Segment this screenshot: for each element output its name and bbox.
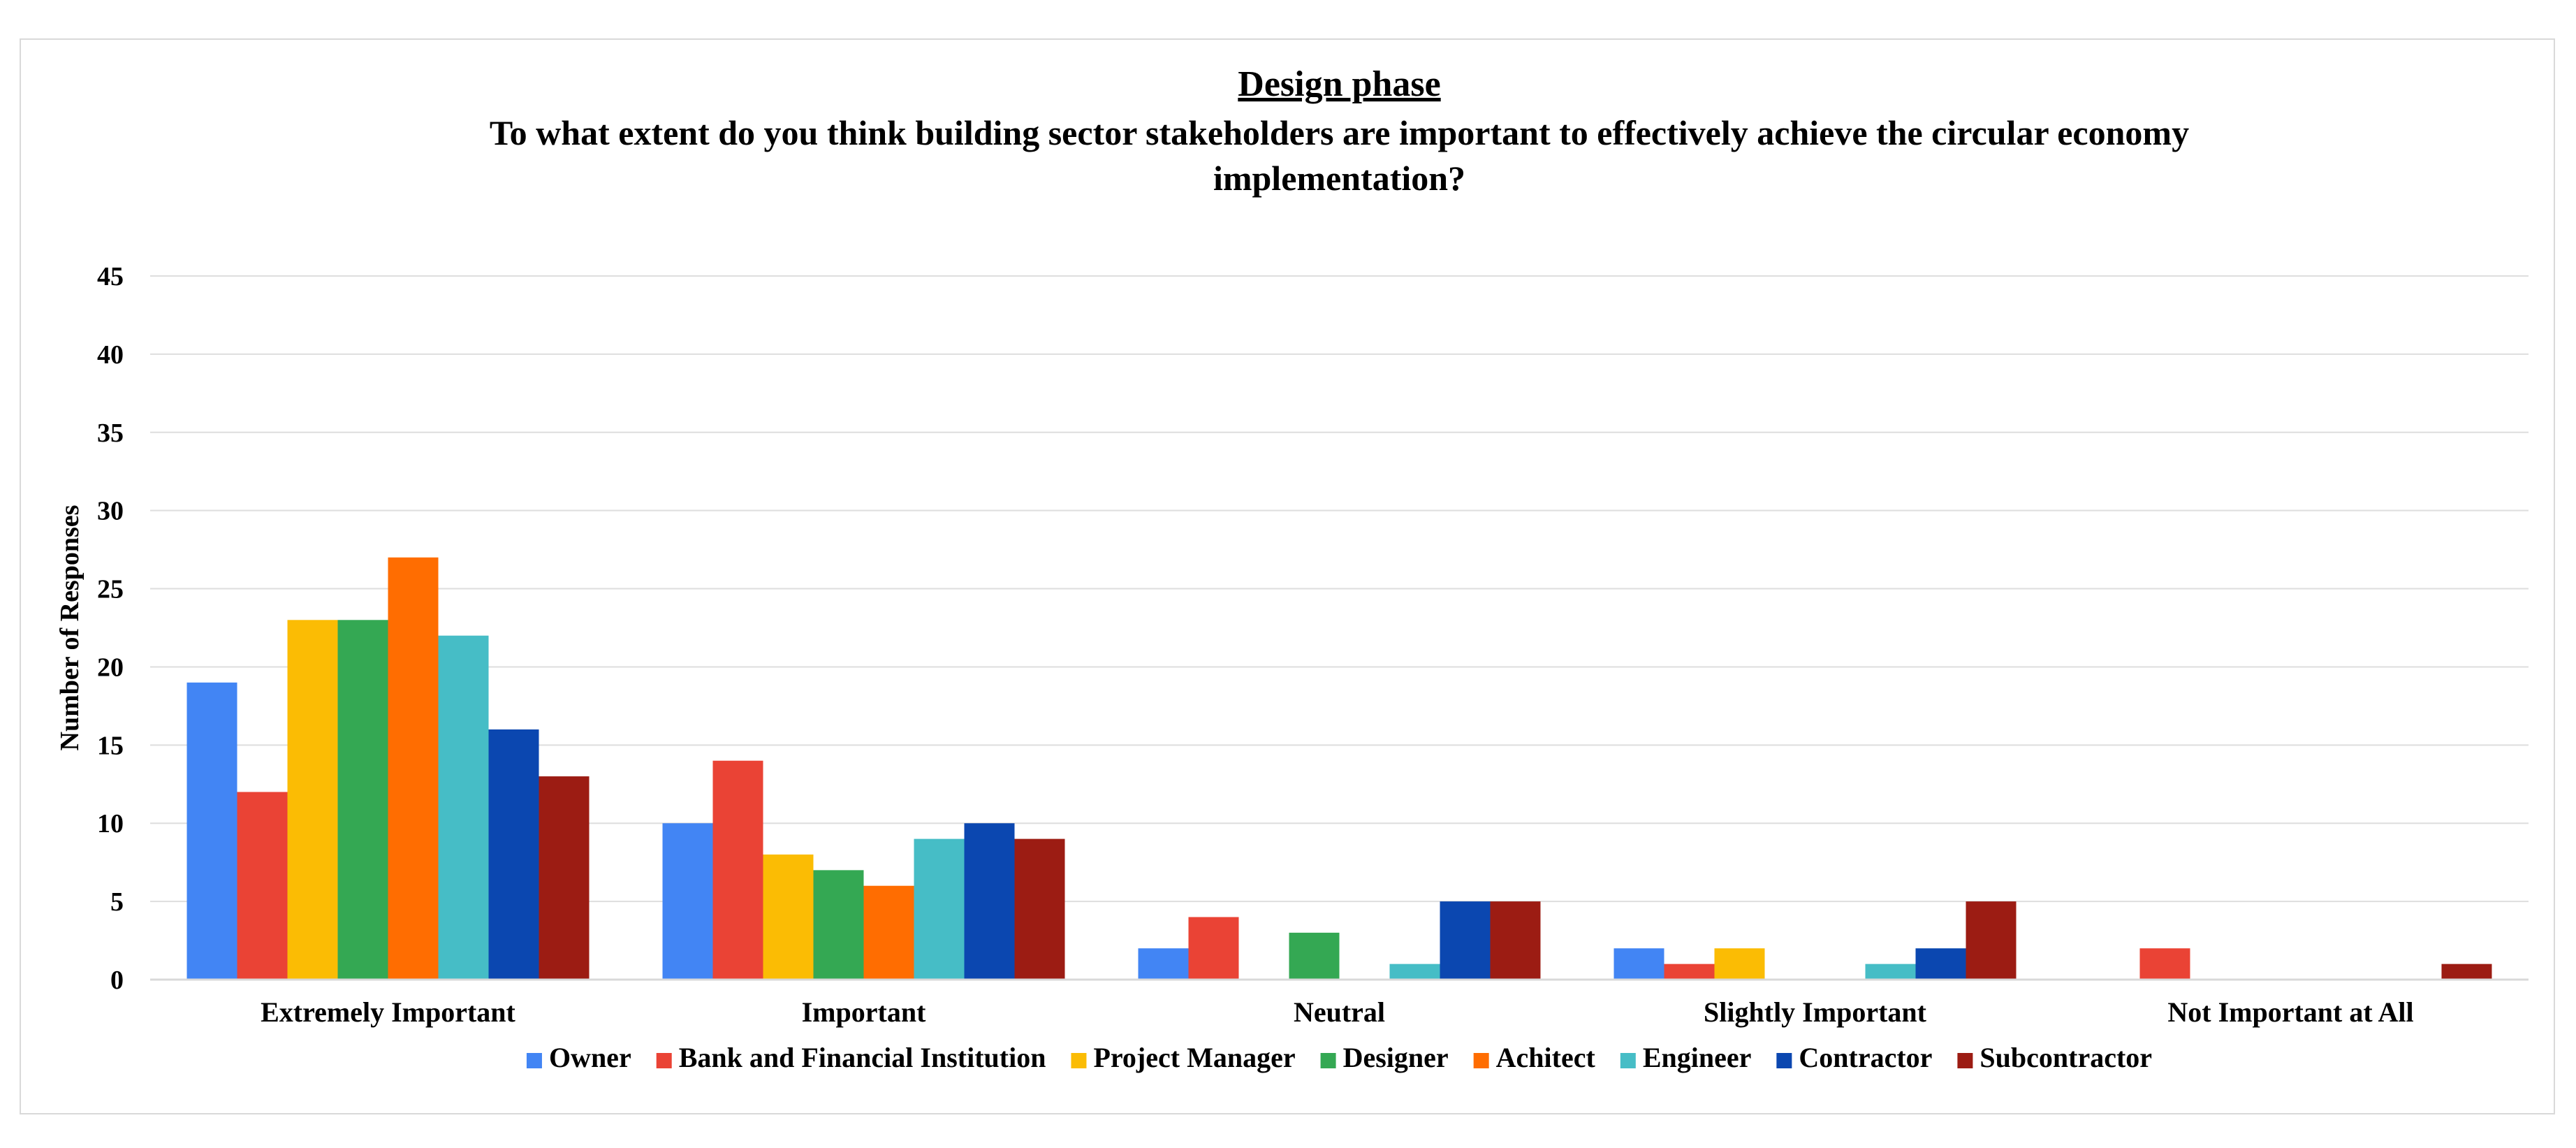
legend-swatch <box>1320 1053 1336 1068</box>
bar-designer-extremely-important <box>337 620 388 980</box>
y-tick-label: 20 <box>97 653 124 682</box>
y-tick-label: 40 <box>97 340 124 370</box>
legend-label: Bank and Financial Institution <box>679 1042 1046 1073</box>
bar-project-manager-slightly-important <box>1714 948 1765 980</box>
chart-title: Design phase <box>1238 64 1440 104</box>
legend-label: Subcontractor <box>1979 1042 2152 1073</box>
legend-swatch <box>1071 1053 1087 1068</box>
x-tick-label: Important <box>802 996 926 1028</box>
bar-owner-slightly-important <box>1613 948 1664 980</box>
legend-swatch <box>656 1053 672 1068</box>
legend-label: Achitect <box>1496 1042 1596 1073</box>
y-axis-ticks: 0 5 10 15 20 25 30 35 40 45 <box>97 262 124 995</box>
legend-item: Owner <box>526 1042 631 1073</box>
y-tick-label: 35 <box>97 419 124 448</box>
chart-subtitle-line-2: implementation? <box>1213 159 1465 198</box>
bar-subcontractor-slightly-important <box>1966 901 2017 980</box>
legend-swatch <box>1776 1053 1792 1068</box>
legend-item: Project Manager <box>1071 1042 1296 1073</box>
bar-engineer-important <box>914 838 965 980</box>
bar-subcontractor-neutral <box>1490 901 1541 980</box>
y-tick-label: 15 <box>97 731 124 760</box>
legend: Owner Bank and Financial Institution Proje… <box>526 1042 2152 1073</box>
bar-designer-neutral <box>1289 932 1340 980</box>
bar-owner-neutral <box>1138 948 1189 980</box>
bars <box>186 557 2492 980</box>
legend-label: Contractor <box>1799 1042 1932 1073</box>
legend-item: Achitect <box>1473 1042 1596 1073</box>
y-tick-label: 45 <box>97 262 124 291</box>
bar-owner-extremely-important <box>186 682 237 980</box>
bar-engineer-extremely-important <box>438 635 489 980</box>
bar-contractor-slightly-important <box>1915 948 1966 980</box>
legend-swatch <box>1473 1053 1489 1068</box>
bar-engineer-slightly-important <box>1865 964 1916 980</box>
y-tick-label: 30 <box>97 497 124 526</box>
bar-contractor-important <box>964 823 1015 980</box>
legend-swatch <box>1620 1053 1636 1068</box>
legend-item: Designer <box>1320 1042 1449 1073</box>
bar-achitect-important <box>863 885 914 980</box>
bar-subcontractor-important <box>1014 838 1065 980</box>
legend-swatch <box>1957 1053 1973 1068</box>
bar-contractor-neutral <box>1440 901 1491 980</box>
x-tick-label: Not Important at All <box>2167 996 2413 1028</box>
legend-item: Contractor <box>1776 1042 1932 1073</box>
bar-bank-and-financial-institution-not-important-at-all <box>2139 948 2190 980</box>
y-tick-label: 25 <box>97 575 124 604</box>
bar-achitect-extremely-important <box>388 557 439 980</box>
bar-owner-important <box>662 823 713 980</box>
legend-label: Owner <box>549 1042 631 1073</box>
chart-frame: Design phase To what extent do you think… <box>20 38 2555 1114</box>
x-tick-label: Extremely Important <box>261 996 515 1028</box>
x-tick-label: Neutral <box>1294 996 1385 1028</box>
y-tick-label: 5 <box>110 887 124 917</box>
chart-subtitle-line-1: To what extent do you think building sec… <box>490 113 2189 152</box>
bar-bank-and-financial-institution-slightly-important <box>1664 964 1715 980</box>
bar-project-manager-important <box>763 854 814 980</box>
x-tick-label: Slightly Important <box>1704 996 1927 1028</box>
legend-label: Designer <box>1343 1042 1449 1073</box>
bar-subcontractor-not-important-at-all <box>2441 964 2492 980</box>
legend-item: Engineer <box>1620 1042 1752 1073</box>
bar-bank-and-financial-institution-extremely-important <box>237 792 288 980</box>
chart-svg: Design phase To what extent do you think… <box>55 64 2529 1073</box>
bar-contractor-extremely-important <box>488 729 539 980</box>
bar-bank-and-financial-institution-neutral <box>1188 917 1239 980</box>
bar-bank-and-financial-institution-important <box>712 760 763 980</box>
bar-project-manager-extremely-important <box>287 620 338 980</box>
legend-item: Bank and Financial Institution <box>656 1042 1046 1073</box>
legend-item: Subcontractor <box>1957 1042 2152 1073</box>
y-tick-label: 0 <box>110 966 124 995</box>
bar-engineer-neutral <box>1389 964 1440 980</box>
y-tick-label: 10 <box>97 809 124 838</box>
legend-label: Engineer <box>1643 1042 1752 1073</box>
x-axis-ticks: Extremely Important Important Neutral Sligh… <box>261 996 2413 1028</box>
bar-subcontractor-extremely-important <box>539 776 590 980</box>
legend-swatch <box>526 1053 542 1068</box>
legend-label: Project Manager <box>1093 1042 1295 1073</box>
bar-designer-important <box>813 870 864 980</box>
y-axis-label: Number of Responses <box>55 505 85 751</box>
